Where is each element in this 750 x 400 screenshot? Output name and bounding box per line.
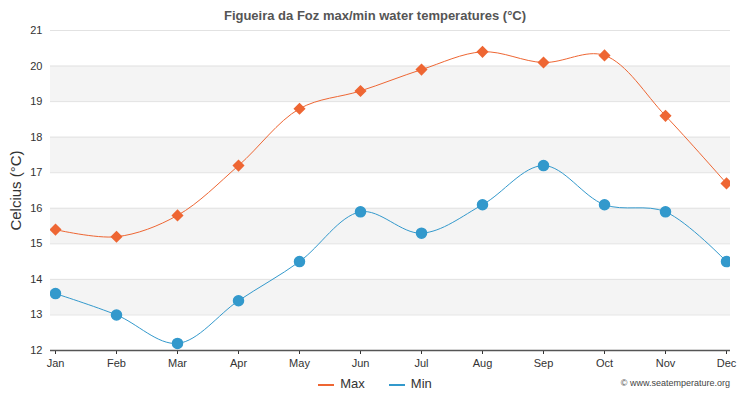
svg-text:Jul: Jul (414, 357, 428, 369)
svg-text:14: 14 (30, 273, 42, 285)
svg-text:15: 15 (30, 237, 42, 249)
html-text:Min: Min (410, 376, 432, 392)
svg-text:12: 12 (30, 344, 42, 356)
svg-text:21: 21 (30, 25, 42, 36)
svg-text:Apr: Apr (230, 357, 247, 369)
svg-text:18: 18 (30, 131, 42, 143)
svg-text:Oct: Oct (596, 357, 613, 369)
svg-text:Feb: Feb (107, 357, 126, 369)
html-text:Max: Max (340, 376, 365, 392)
svg-text:Jan: Jan (47, 357, 65, 369)
svg-text:Jun: Jun (352, 357, 370, 369)
svg-text:19: 19 (30, 95, 42, 107)
html-text:Figueira da Foz max/min water: Figueira da Foz max/min water temperatur… (223, 8, 526, 23)
html-text:© www.seatemperature.org: © www.seatemperature.org (620, 378, 730, 388)
svg-text:16: 16 (30, 202, 42, 214)
svg-text:May: May (289, 357, 310, 369)
svg-text:Mar: Mar (168, 357, 187, 369)
svg-text:Aug: Aug (473, 357, 493, 369)
svg-text:17: 17 (30, 166, 42, 178)
svg-text:Dec: Dec (717, 357, 737, 369)
svg-text:Celcius (°C): Celcius (°C) (7, 150, 24, 230)
svg-text:Nov: Nov (656, 357, 676, 369)
svg-text:20: 20 (30, 60, 42, 72)
svg-text:13: 13 (30, 308, 42, 320)
svg-text:Sep: Sep (534, 357, 554, 369)
